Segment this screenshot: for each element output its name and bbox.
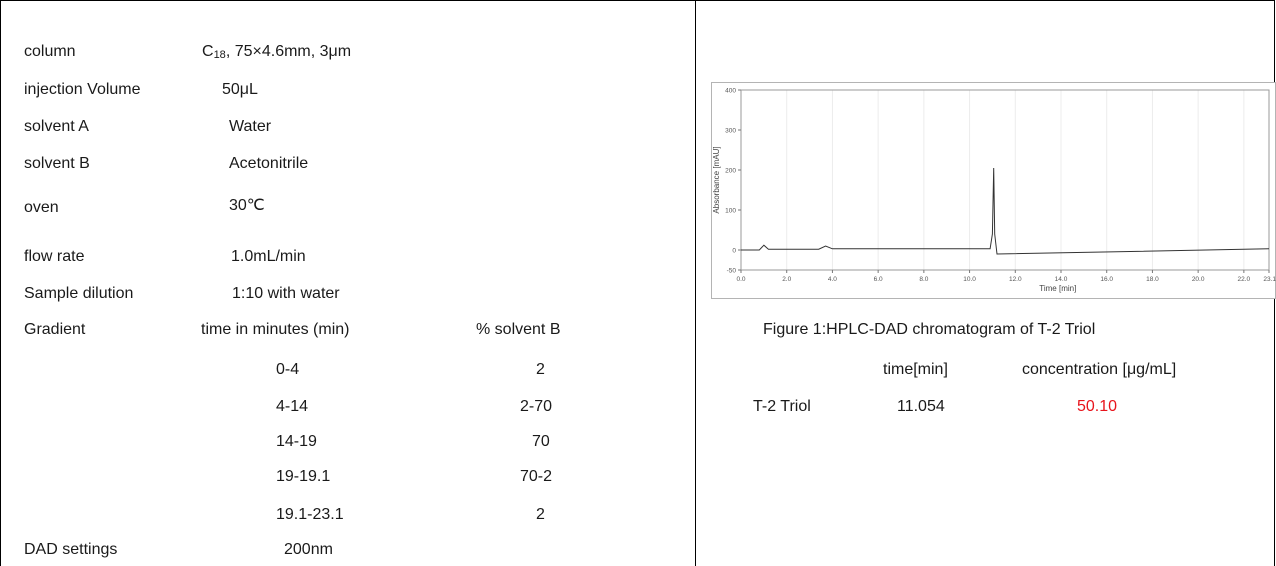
x-tick-label: 8.0: [919, 276, 928, 283]
x-tick-label: 0.0: [736, 276, 745, 283]
solvent-a-value: Water: [229, 118, 272, 135]
x-tick-label: 6.0: [874, 276, 883, 283]
x-tick-label: 16.0: [1100, 276, 1113, 283]
x-tick-label: 18.0: [1146, 276, 1159, 283]
flow-rate-label: flow rate: [24, 248, 85, 265]
x-tick-label: 12.0: [1009, 276, 1022, 283]
gradient-b-cell: 2-70: [520, 398, 553, 415]
flow-rate-value: 1.0mL/min: [231, 248, 306, 265]
oven-value: 30℃: [229, 197, 265, 214]
plot-area-border: [740, 89, 1270, 271]
y-tick-label: 400: [725, 88, 736, 95]
chromatogram-trace: [741, 167, 1270, 255]
oven-label: oven: [24, 199, 59, 216]
chromatogram-chart: 0.0 2.0 4.0 6.0 8.0 10.0 12.0 14.0 16.0 18.0 20.0 2…: [711, 82, 1276, 299]
x-tick-label: 20.0: [1192, 276, 1205, 283]
x-tick-label: 23.1: [1263, 276, 1276, 283]
solvent-b-value: Acetonitrile: [229, 155, 309, 172]
x-tick-label: 22.0: [1238, 276, 1251, 283]
gradient-time-cell: 0-4: [276, 361, 300, 378]
results-time-header: time[min]: [883, 361, 948, 378]
sample-dilution-label: Sample dilution: [24, 285, 134, 302]
dad-settings-label: DAD settings: [24, 541, 118, 558]
results-conc-header: concentration [μg/mL]: [1022, 361, 1177, 378]
column-divider: [695, 0, 696, 566]
gradient-b-cell: 70: [532, 433, 550, 450]
results-compound-name: T-2 Triol: [753, 398, 811, 415]
dad-settings-value: 200nm: [284, 541, 333, 558]
gradient-b-cell: 2: [536, 361, 545, 378]
gradient-time-cell: 14-19: [276, 433, 317, 450]
chromatogram-svg: 0.0 2.0 4.0 6.0 8.0 10.0 12.0 14.0 16.0 18.0 20.0 2…: [711, 82, 1276, 299]
gradient-b-header: % solvent B: [476, 321, 561, 338]
solvent-a-label: solvent A: [24, 118, 89, 135]
y-tick-label: 300: [725, 128, 736, 135]
gradient-b-cell: 70-2: [520, 468, 553, 485]
gradient-time-cell: 4-14: [276, 398, 309, 415]
x-axis-label: Time [min]: [1039, 284, 1076, 293]
y-tick-label: 0: [732, 248, 736, 255]
sample-dilution-value: 1:10 with water: [232, 285, 340, 302]
injection-volume-label: injection Volume: [24, 81, 141, 98]
y-tick-label: -50: [727, 268, 737, 275]
gradient-time-cell: 19.1-23.1: [276, 506, 344, 523]
results-time-value: 11.054: [897, 398, 945, 415]
gradient-label: Gradient: [24, 321, 86, 338]
y-tick-label: 200: [725, 168, 736, 175]
gradient-time-cell: 19-19.1: [276, 468, 331, 485]
gradient-b-cell: 2: [536, 506, 545, 523]
solvent-b-label: solvent B: [24, 155, 90, 172]
injection-volume-value: 50μL: [222, 81, 258, 98]
column-value: C18, 75×4.6mm, 3μm: [202, 43, 352, 61]
y-tick-label: 100: [725, 208, 736, 215]
x-tick-label: 4.0: [828, 276, 837, 283]
x-tick-label: 14.0: [1055, 276, 1068, 283]
gradient-time-header: time in minutes (min): [201, 321, 350, 338]
figure-caption: Figure 1:HPLC-DAD chromatogram of T-2 Tr…: [763, 321, 1096, 338]
x-tick-label: 10.0: [963, 276, 976, 283]
results-conc-value: 50.10: [1077, 398, 1118, 415]
y-axis-label: Absorbance [mAU]: [712, 146, 721, 213]
column-label: column: [24, 43, 76, 60]
x-tick-label: 2.0: [782, 276, 791, 283]
